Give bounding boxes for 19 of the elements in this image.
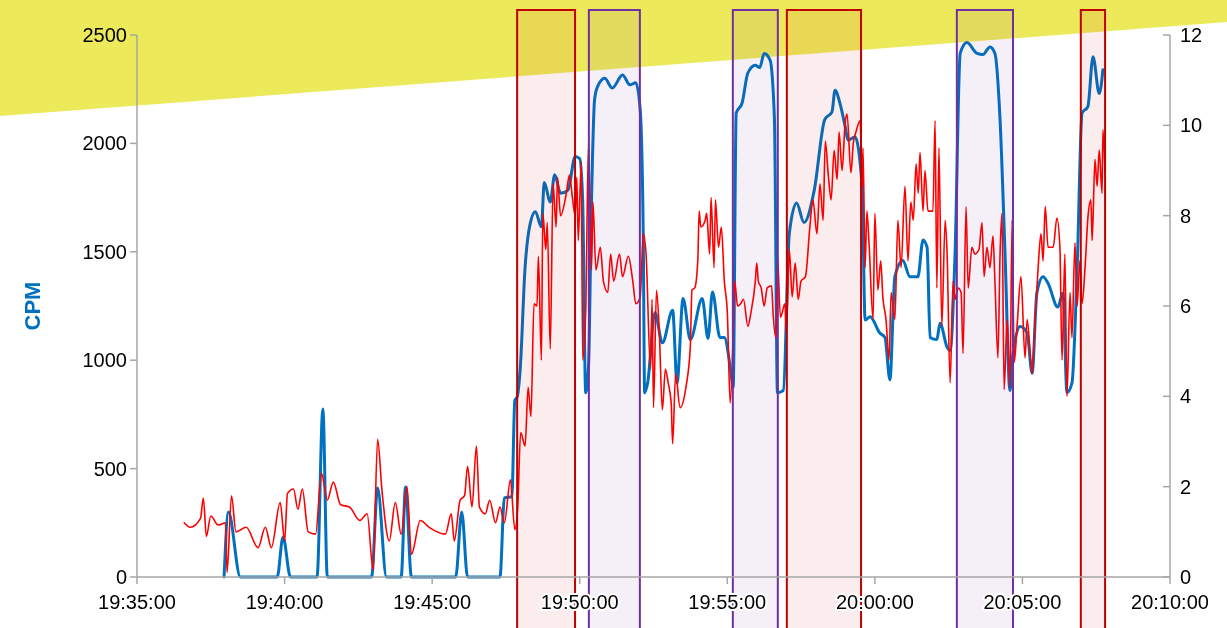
y-axis-title: CPM [20,281,45,331]
x-tick-label: 19:45:00 [393,591,472,613]
y2-tick-label: 12 [1180,24,1203,46]
y2-tick-label: 8 [1180,204,1192,227]
y-tick-label: 0 [115,566,127,588]
y-tick-label: 1500 [82,240,127,263]
y2-tick-label: 6 [1180,295,1192,317]
x-tick-label: 20:10:00 [1131,591,1209,613]
y-tick-label: 1000 [82,349,127,372]
y2-tick-label: 2 [1180,475,1192,498]
y-tick-label: 500 [93,457,127,480]
line-series [183,113,1106,574]
y-tick-label: 2500 [82,24,127,46]
y2-tick-label: 0 [1180,566,1192,588]
y2-tick-label: 4 [1180,385,1192,408]
y-tick-label: 2000 [82,132,127,155]
y2-tick-label: 10 [1180,114,1203,137]
x-tick-label: 19:35:00 [98,591,176,613]
x-tick-label: 19:40:00 [245,591,324,613]
